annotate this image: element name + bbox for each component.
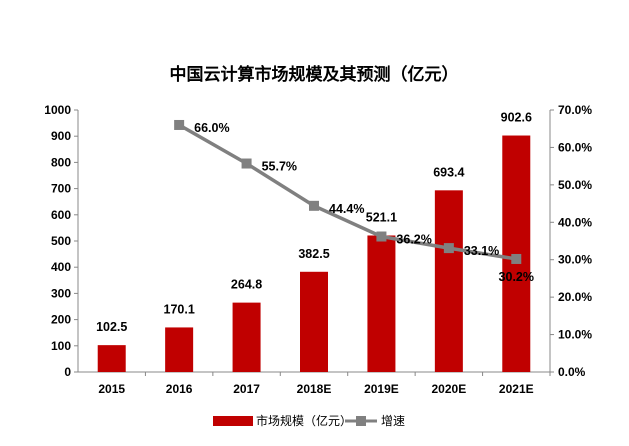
bar-2015 [97, 345, 126, 372]
growth-marker [443, 243, 454, 254]
legend-swatch-market-size [213, 416, 253, 426]
left-tick-label: 300 [51, 286, 71, 300]
right-tick-label: 20.0% [558, 290, 592, 304]
right-tick-label: 10.0% [558, 328, 592, 342]
bar-data-label: 102.5 [96, 320, 127, 334]
growth-data-label: 33.1% [464, 244, 499, 258]
growth-line [178, 123, 517, 261]
chart-title: 中国云计算市场规模及其预测（亿元） [170, 64, 459, 84]
growth-data-label: 44.4% [329, 202, 364, 216]
bar-data-label: 693.4 [433, 165, 464, 179]
x-tick-label: 2015 [98, 382, 125, 396]
right-tick-label: 0.0% [558, 365, 586, 379]
legend-label-growth: 增速 [381, 414, 405, 428]
x-tick-label: 2020E [432, 382, 467, 396]
growth-data-label: 66.0% [194, 121, 229, 135]
right-tick-label: 70.0% [558, 103, 592, 117]
x-tick-label: 2016 [166, 382, 193, 396]
left-tick-label: 500 [51, 234, 71, 248]
left-tick-label: 100 [51, 339, 71, 353]
x-tick-label: 2018E [297, 382, 332, 396]
left-tick-label: 900 [51, 129, 71, 143]
x-tick-label: 2021E [499, 382, 534, 396]
bar-2019E [367, 235, 396, 372]
left-tick-label: 0 [64, 365, 71, 379]
right-tick-label: 40.0% [558, 215, 592, 229]
legend: 市场规模（亿元） 增速 [213, 413, 405, 428]
growth-data-label: 30.2% [499, 270, 534, 284]
bar-2016 [165, 327, 194, 372]
growth-marker [511, 253, 522, 264]
bar-2018E [300, 271, 328, 372]
right-tick-label: 60.0% [558, 140, 592, 154]
growth-marker [376, 231, 387, 242]
legend-label-market-size: 市场规模（亿元） [256, 413, 352, 428]
bar-2020E [434, 190, 463, 372]
x-tick-label: 2017 [233, 382, 260, 396]
x-tick-label: 2019E [364, 382, 399, 396]
growth-marker [309, 200, 319, 211]
left-tick-label: 1000 [44, 103, 71, 117]
right-tick-label: 30.0% [558, 253, 592, 267]
growth-data-label: 36.2% [396, 233, 431, 247]
bar-2017 [232, 302, 261, 372]
right-tick-label: 50.0% [558, 178, 592, 192]
growth-data-label: 55.7% [262, 160, 297, 174]
left-tick-label: 700 [51, 182, 71, 196]
bar-data-label: 521.1 [366, 210, 397, 224]
bar-2021E [502, 135, 531, 372]
growth-marker [241, 158, 252, 169]
growth-marker [174, 119, 185, 130]
left-tick-label: 800 [51, 155, 71, 169]
bar-data-label: 902.6 [501, 111, 532, 125]
legend-marker-growth [356, 416, 366, 426]
left-tick-label: 600 [51, 208, 71, 222]
bar-data-label: 264.8 [231, 278, 262, 292]
bar-data-label: 170.1 [164, 302, 195, 316]
left-tick-label: 400 [51, 260, 71, 274]
bar-data-label: 382.5 [298, 247, 329, 261]
left-tick-label: 200 [51, 313, 71, 327]
